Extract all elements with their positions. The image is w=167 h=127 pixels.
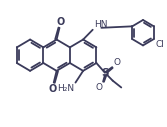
Text: H₂N: H₂N bbox=[57, 84, 74, 93]
Text: S: S bbox=[101, 68, 109, 78]
Text: Cl: Cl bbox=[156, 40, 164, 49]
Text: O: O bbox=[49, 84, 57, 94]
Text: O: O bbox=[95, 83, 102, 92]
Text: HN: HN bbox=[94, 20, 107, 29]
Text: O: O bbox=[114, 58, 121, 67]
Text: O: O bbox=[56, 17, 65, 27]
